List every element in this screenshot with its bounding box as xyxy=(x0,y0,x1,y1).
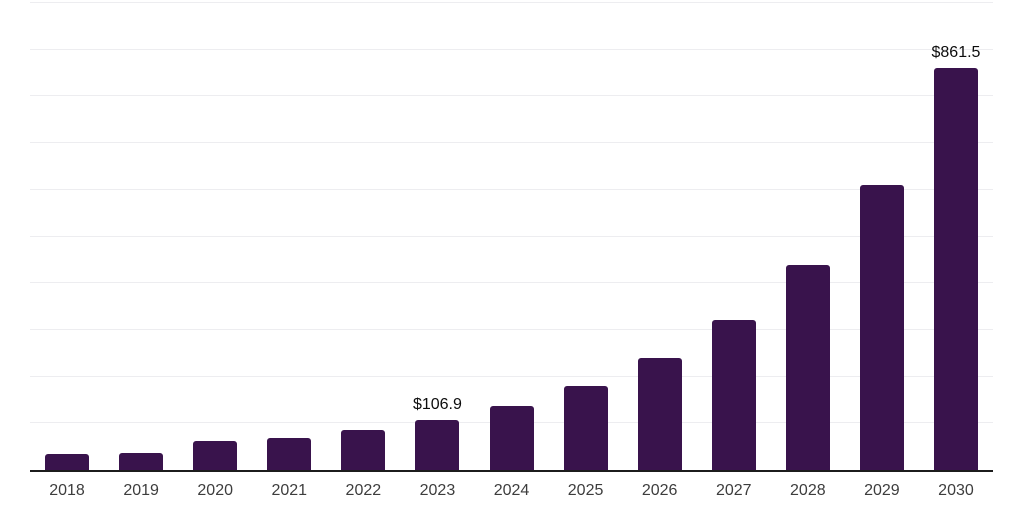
x-tick-label-2025: 2025 xyxy=(567,482,604,499)
x-tick-label-2029: 2029 xyxy=(864,482,900,499)
bar-2021[interactable] xyxy=(267,438,312,470)
gridline-300 xyxy=(30,328,993,330)
bar-2018[interactable] xyxy=(45,454,90,470)
value-label-2023: $106.9 xyxy=(412,396,462,414)
bar-2027[interactable] xyxy=(711,319,756,470)
x-tick-label-2024: 2024 xyxy=(493,482,530,499)
bars-container: $106.9 $861.5 xyxy=(30,3,993,470)
bar-band-2024 xyxy=(474,3,548,470)
x-tick-label-2026: 2026 xyxy=(641,482,678,499)
bar-band-2030: $861.5 xyxy=(919,3,993,470)
bar-band-2026 xyxy=(623,3,697,470)
bar-2028[interactable] xyxy=(785,265,830,470)
bar-2019[interactable] xyxy=(119,453,164,470)
x-tick-label-2027: 2027 xyxy=(715,482,752,499)
plot-area: $106.9 $861.5 xyxy=(30,2,993,472)
bar-band-2027 xyxy=(697,3,771,470)
bar-band-2018 xyxy=(30,3,104,470)
gridline-900 xyxy=(30,48,993,50)
bar-band-2022 xyxy=(326,3,400,470)
bar-2030[interactable] xyxy=(933,67,978,470)
gridline-200 xyxy=(30,375,993,377)
bar-2020[interactable] xyxy=(193,440,238,470)
bar-2024[interactable] xyxy=(489,406,534,470)
x-tick-label-2021: 2021 xyxy=(271,482,308,499)
x-tick-label-2028: 2028 xyxy=(790,482,826,499)
bar-band-2023: $106.9 xyxy=(400,3,474,470)
value-label-2030: $861.5 xyxy=(931,43,981,61)
bar-band-2019 xyxy=(104,3,178,470)
gridline-600 xyxy=(30,188,993,190)
x-tick-label-2019: 2019 xyxy=(123,482,159,499)
bar-2023[interactable] xyxy=(415,420,460,470)
bar-band-2029 xyxy=(845,3,919,470)
bar-band-2021 xyxy=(252,3,326,470)
gridline-500 xyxy=(30,235,993,237)
x-tick-label-2023: 2023 xyxy=(419,482,456,499)
x-axis: 2018 2019 2020 2021 2022 2023 2024 2025 2026 2027… xyxy=(30,481,993,500)
gridline-800 xyxy=(30,95,993,97)
bar-2025[interactable] xyxy=(563,385,608,470)
gridline-700 xyxy=(30,142,993,144)
bar-band-2020 xyxy=(178,3,252,470)
bar-2029[interactable] xyxy=(859,184,904,470)
bar-band-2028 xyxy=(771,3,845,470)
x-tick-label-2018: 2018 xyxy=(49,482,85,499)
bar-2026[interactable] xyxy=(637,358,682,470)
x-tick-label-2022: 2022 xyxy=(345,482,382,499)
bar-band-2025 xyxy=(549,3,623,470)
x-tick-label-2020: 2020 xyxy=(197,482,233,499)
gridline-400 xyxy=(30,282,993,284)
bar-2022[interactable] xyxy=(341,430,386,470)
x-tick-label-2030: 2030 xyxy=(938,482,974,499)
